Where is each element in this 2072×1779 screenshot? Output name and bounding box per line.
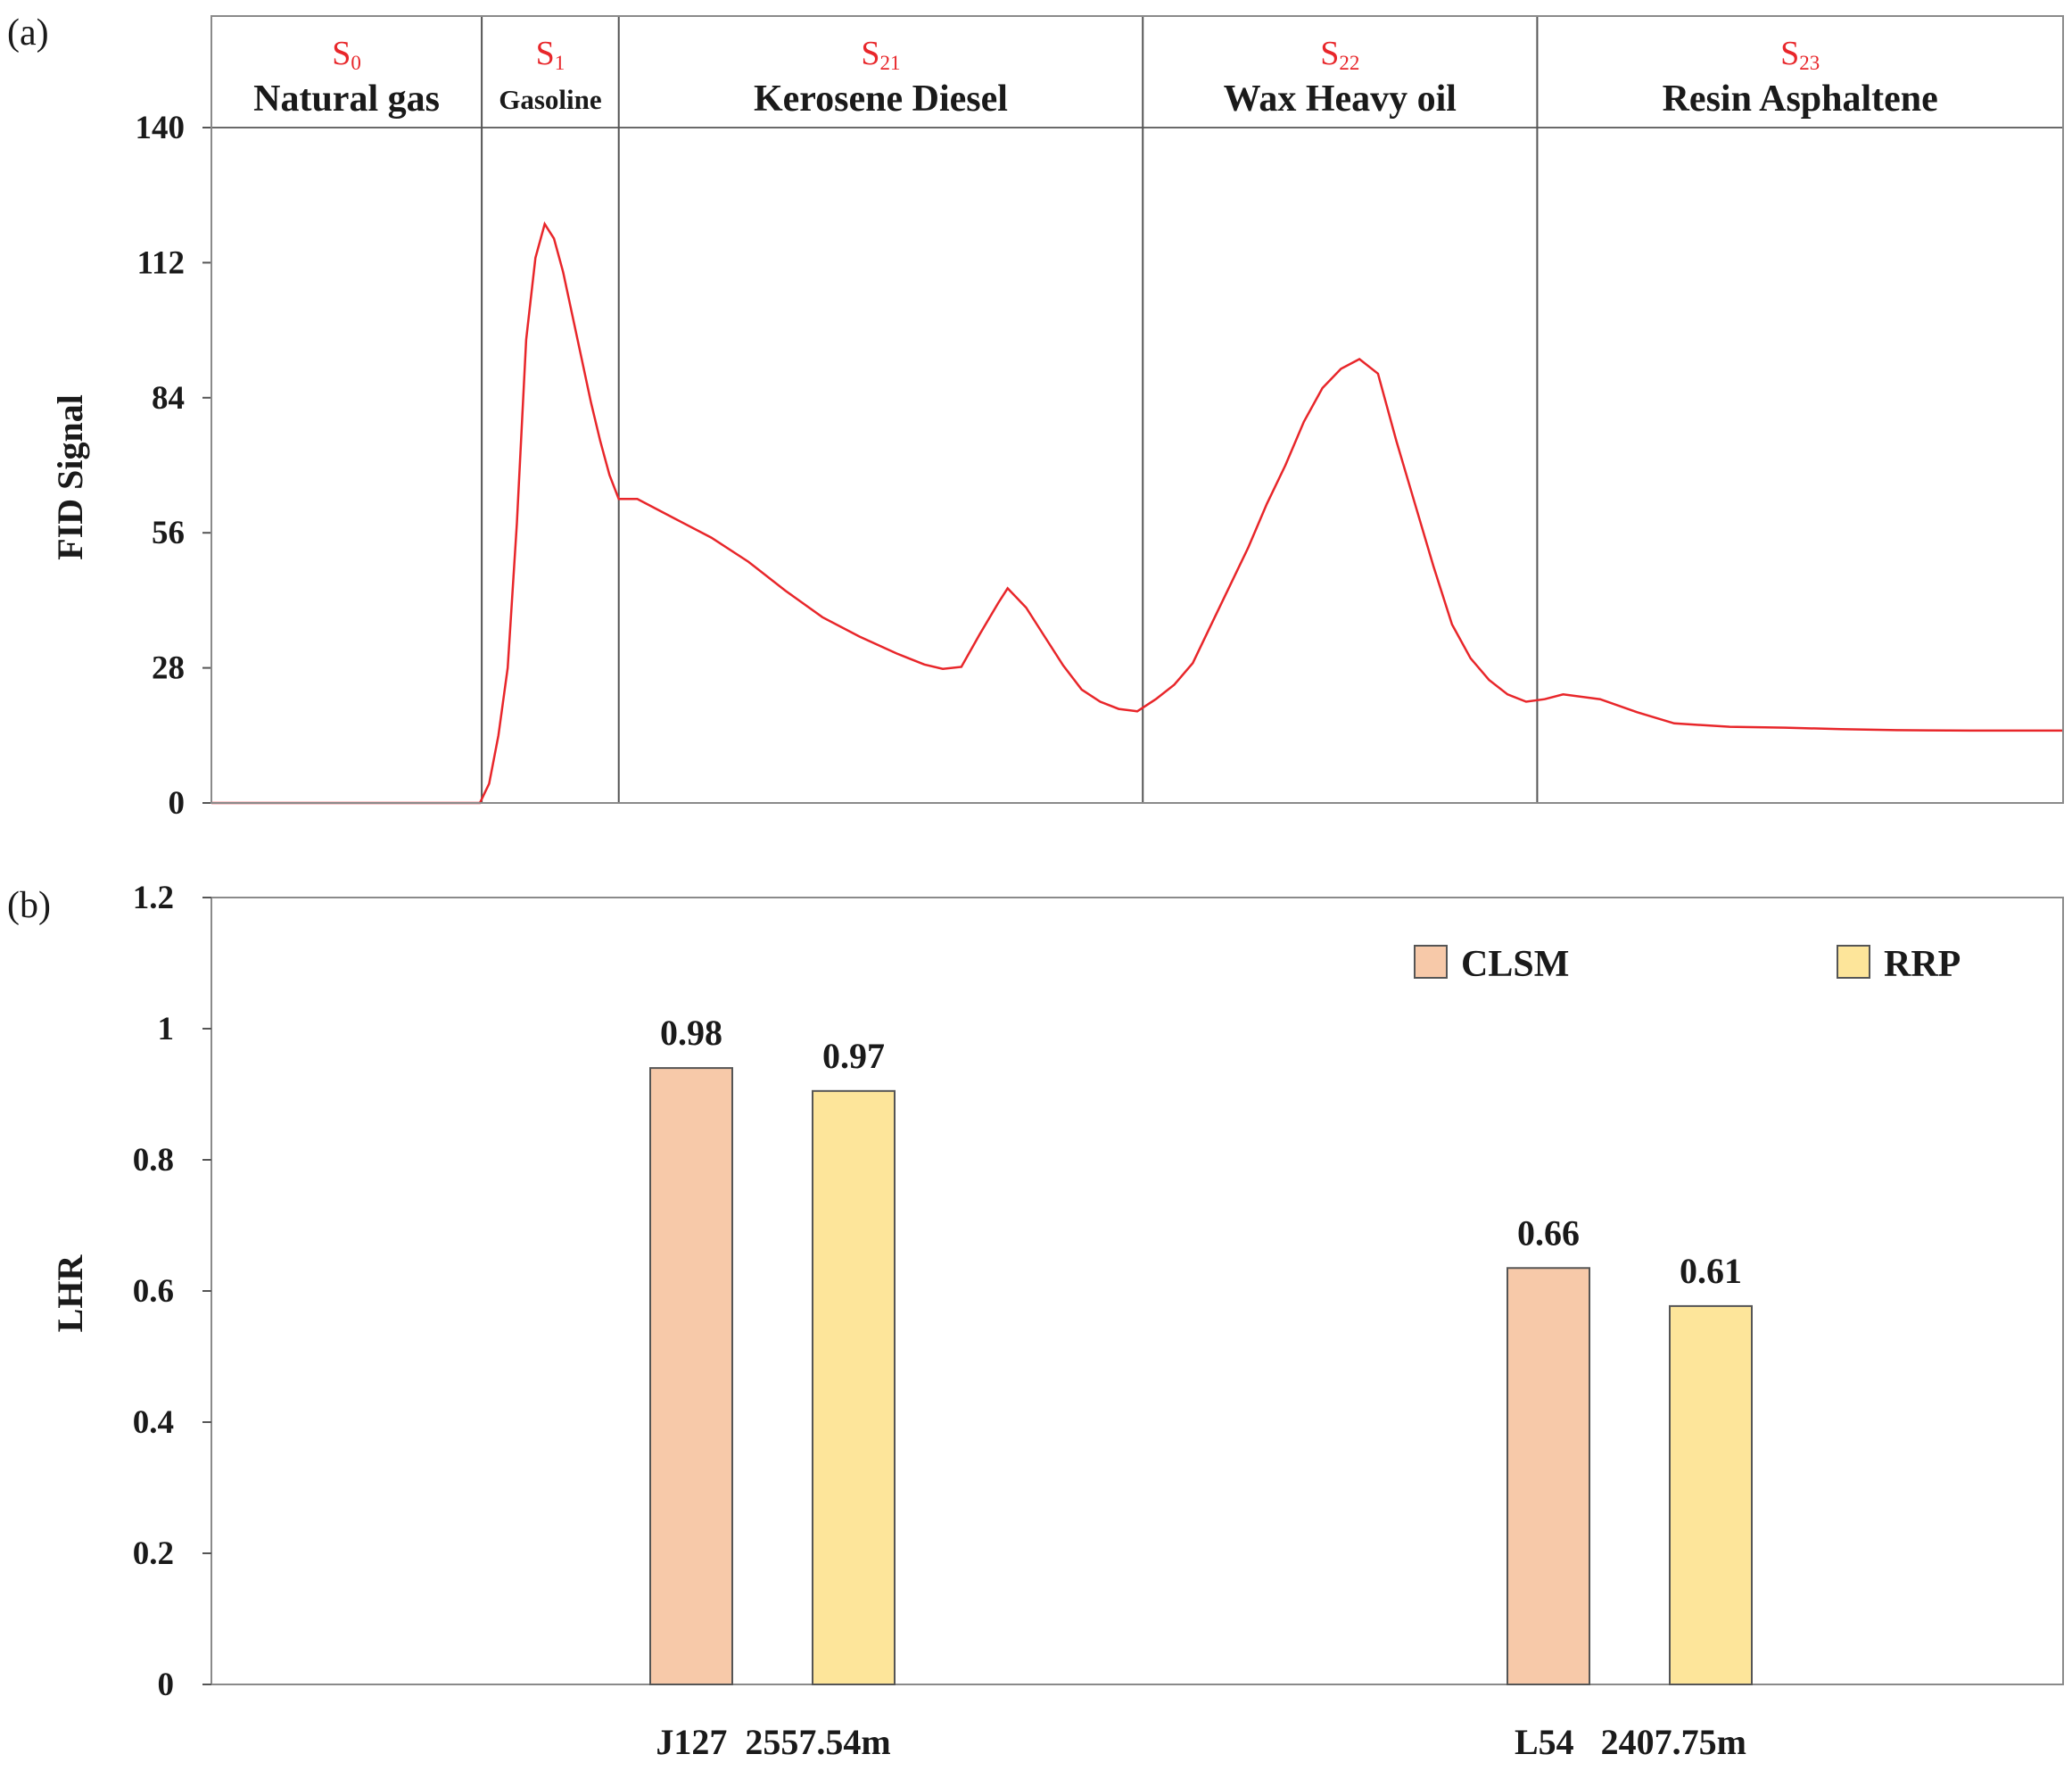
category-label: J127 2557.54m (656, 1722, 890, 1762)
fid-signal-line (211, 221, 2063, 805)
y-tick-label: 1.2 (133, 880, 174, 916)
bar-clsm (649, 1067, 733, 1685)
panel-a-ylabel: FID Signal (50, 394, 90, 560)
panel-a-region-dividers (211, 16, 2063, 803)
region-symbol: S1 (536, 35, 565, 74)
bar-rrp (1669, 1304, 1753, 1686)
panel-b-frame (211, 897, 2064, 1685)
region-name: Wax Heavy oil (1224, 79, 1457, 120)
y-tick-label: 112 (137, 244, 185, 281)
y-tick-label: 0.4 (133, 1404, 174, 1441)
bar-value-label: 0.66 (1517, 1212, 1580, 1253)
panel-b-ylabel: LHR (50, 1254, 90, 1333)
bar-value-label: 0.97 (822, 1036, 885, 1076)
legend-swatch-rrp (1837, 945, 1870, 979)
y-tick-label: 28 (152, 650, 185, 687)
panel-b-category-labels: J127 2557.54m L54 2407.75m (656, 1722, 1746, 1762)
panel-b-legend: CLSM RRP (1414, 944, 1961, 985)
panel-a-label: (a) (7, 12, 49, 54)
panel-a-frame (211, 15, 2064, 804)
panel-a-region-labels: S0 Natural gas S1 Gasoline S21 Kerosene Diese… (253, 35, 1938, 120)
y-tick-label: 140 (136, 110, 186, 146)
legend-label-clsm: CLSM (1461, 944, 1569, 985)
y-tick-label: 0 (169, 785, 186, 822)
panel-b-label: (b) (7, 885, 51, 926)
legend-label-rrp: RRP (1884, 944, 1961, 985)
panel-b-y-ticks: 0 0.2 0.4 0.6 0.8 1 1.2 (133, 880, 211, 1703)
y-tick-label: 1 (158, 1011, 175, 1047)
panel-b: (b) LHR 00.20.40.60.811.2 0.980.970.660.… (7, 880, 2064, 1762)
panel-a-y-ticks: 0 28 56 84 112 140 (136, 110, 211, 822)
bar-rrp (812, 1089, 896, 1685)
legend-swatch-clsm (1414, 945, 1448, 979)
category-label: L54 2407.75m (1515, 1722, 1746, 1762)
panel-b-bars: 0.98 0.97 0.66 0.61 (649, 1013, 1753, 1686)
panel-a: (a) FID Signal 0 28 56 84 112 140 S0 Natural g… (7, 12, 2064, 822)
y-tick-label: 56 (152, 515, 185, 551)
region-name: Natural gas (253, 79, 440, 120)
y-tick-label: 0.6 (133, 1273, 174, 1310)
region-symbol: S22 (1320, 35, 1359, 74)
bar-value-label: 0.61 (1680, 1251, 1742, 1291)
bar-value-label: 0.98 (660, 1013, 722, 1053)
y-tick-label: 0.2 (133, 1535, 174, 1572)
region-symbol: S21 (861, 35, 900, 74)
region-name: Resin Asphaltene (1663, 79, 1938, 120)
region-symbol: S23 (1780, 35, 1820, 74)
region-symbol: S0 (332, 35, 361, 74)
region-name: Kerosene Diesel (754, 79, 1008, 120)
y-tick-label: 0.8 (133, 1142, 174, 1179)
bar-clsm (1507, 1267, 1590, 1686)
region-name: Gasoline (499, 84, 601, 115)
y-tick-label: 84 (152, 380, 185, 417)
y-tick-label: 0 (158, 1667, 175, 1703)
